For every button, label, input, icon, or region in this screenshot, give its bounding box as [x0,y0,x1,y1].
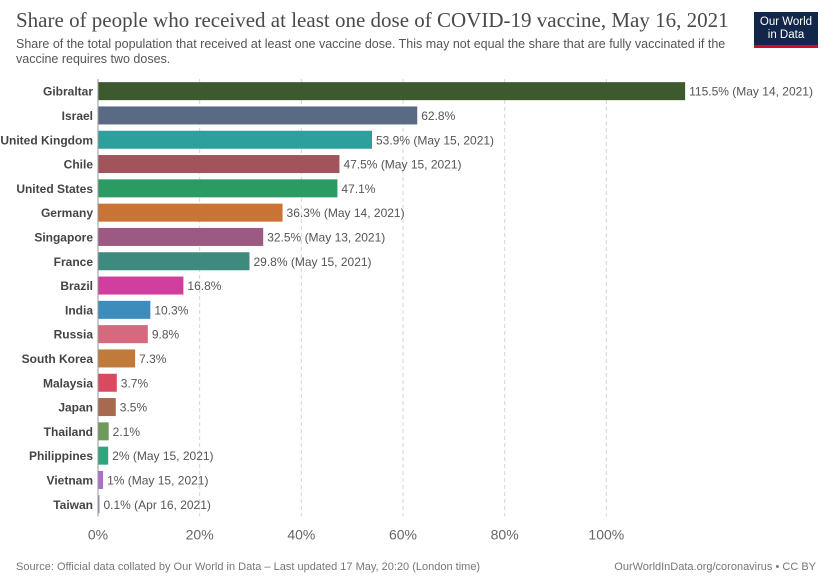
bar [98,106,418,125]
bar [98,252,250,271]
chart-title: Share of people who received at least on… [16,8,729,32]
credit-note: OurWorldInData.org/coronavirus • CC BY [614,561,816,573]
value-label: 47.5% (May 15, 2021) [343,158,461,172]
bar [98,495,100,514]
value-label: 7.3% [139,352,167,366]
bar [98,325,148,344]
bar [98,130,372,149]
category-label: Russia [54,328,94,342]
category-label: Thailand [44,425,93,439]
value-label: 0.1% (Apr 16, 2021) [104,498,211,512]
category-label: Chile [64,158,94,172]
source-note: Source: Official data collated by Our Wo… [16,561,481,573]
category-label: Malaysia [43,376,93,390]
value-label: 53.9% (May 15, 2021) [376,133,494,147]
bar [98,203,283,222]
value-label: 16.8% [187,279,221,293]
category-label: South Korea [22,352,94,366]
bar [98,422,109,441]
x-tick-label: 60% [389,526,417,542]
category-label: United Kingdom [0,133,93,147]
value-label: 9.8% [152,328,180,342]
x-tick-label: 80% [491,526,519,542]
value-label: 10.3% [154,303,188,317]
bar [98,276,184,295]
category-label: France [54,255,94,269]
value-label: 36.3% (May 14, 2021) [287,206,405,220]
category-label: Gibraltar [43,85,93,99]
bar [98,300,151,319]
category-label: Singapore [34,230,93,244]
logo-line-1: Our World [759,16,813,28]
category-label: Vietnam [47,473,93,487]
chart-subtitle: Share of the total population that recei… [16,37,726,66]
x-tick-label: 0% [88,526,108,542]
bar [98,82,686,101]
category-label: United States [16,182,93,196]
bar [98,470,104,489]
x-tick-label: 100% [588,526,624,542]
category-label: Japan [58,401,93,415]
category-label: Taiwan [53,498,93,512]
bar [98,179,338,198]
bar [98,398,116,417]
bar [98,155,340,174]
category-label: Israel [62,109,93,123]
value-label: 2.1% [113,425,141,439]
value-label: 1% (May 15, 2021) [107,473,208,487]
category-label: Philippines [29,449,93,463]
bar [98,227,264,246]
bar [98,373,117,392]
value-label: 47.1% [341,182,375,196]
owid-logo[interactable]: Our World in Data [754,12,818,48]
value-label: 3.5% [120,401,148,415]
x-tick-label: 40% [287,526,315,542]
category-label: Brazil [60,279,93,293]
bar [98,349,136,368]
value-label: 32.5% (May 13, 2021) [267,230,385,244]
bar-chart: 0% 20% 40% 60% 80% 100% Gibraltar 115.5% (May 1… [0,79,813,542]
value-label: 3.7% [121,376,149,390]
value-label: 2% (May 15, 2021) [112,449,213,463]
value-label: 115.5% (May 14, 2021) [689,85,813,99]
x-tick-label: 20% [186,526,214,542]
category-label: Germany [41,206,93,220]
category-label: India [65,303,93,317]
logo-line-2: in Data [767,29,805,41]
bar [98,446,109,465]
value-label: 29.8% (May 15, 2021) [253,255,371,269]
value-label: 62.8% [421,109,455,123]
